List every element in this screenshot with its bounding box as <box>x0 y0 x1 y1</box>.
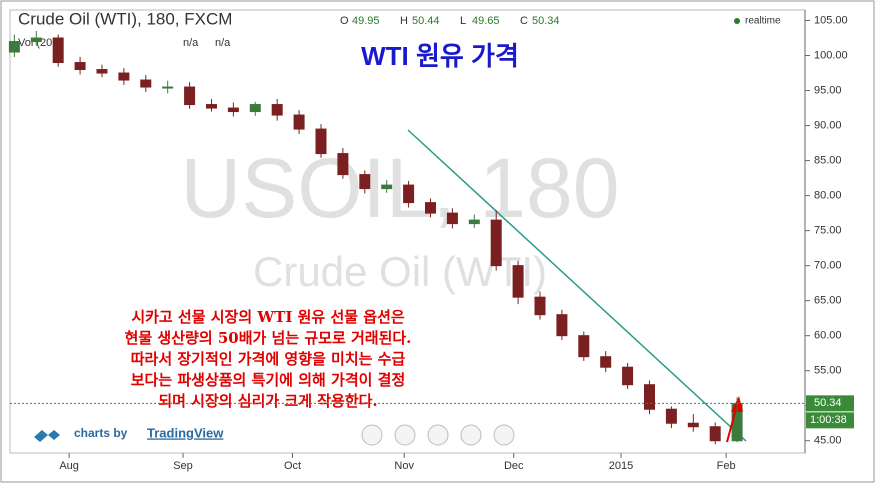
status-dot <box>734 18 740 24</box>
x-tick-label: Nov <box>394 460 414 472</box>
ohlc-key: H <box>400 15 408 27</box>
y-tick-label: 105.00 <box>814 14 848 26</box>
last-price-label: 50.34 <box>814 397 842 409</box>
y-tick-label: 70.00 <box>814 260 842 272</box>
countdown-box <box>806 412 854 429</box>
annotation-line: 따라서 장기적인 가격에 영향을 미치는 수급 <box>131 350 406 368</box>
volume-value: n/a <box>183 37 199 49</box>
annotation-line: 보다는 파생상품의 특기에 의해 가격이 결정 <box>131 371 406 389</box>
logo <box>34 430 60 442</box>
y-tick-label: 75.00 <box>814 225 842 237</box>
brand-link[interactable]: TradingView <box>147 425 224 440</box>
ohlc-key: C <box>520 15 528 27</box>
scroll-left[interactable] <box>361 424 383 446</box>
y-tick-label: 100.00 <box>814 49 848 61</box>
zoom-in[interactable] <box>460 424 482 446</box>
ohlc-key: O <box>340 15 349 27</box>
countdown: 1:00:38 <box>810 414 847 426</box>
ohlc-value: 49.95 <box>352 15 380 27</box>
y-tick-label: 60.00 <box>814 330 842 342</box>
x-tick-label: Aug <box>59 460 79 472</box>
y-tick-label: 55.00 <box>814 365 842 377</box>
volume-value: n/a <box>215 37 231 49</box>
x-tick-label: Dec <box>504 460 524 472</box>
status: realtime <box>745 16 781 27</box>
y-tick-label: 65.00 <box>814 295 842 307</box>
annotation-line: 현물 생산량의 50배가 넘는 규모로 거래된다. <box>125 329 412 347</box>
symbol: Crude Oil (WTI), 180, FXCM <box>18 9 232 28</box>
volume-label: Vol (20) <box>18 37 56 49</box>
zoom-controls <box>361 424 515 446</box>
brand-prefix: charts by <box>74 426 128 440</box>
ohlc-key: L <box>460 15 466 27</box>
y-tick-label: 95.00 <box>814 84 842 96</box>
y-tick-label: 80.00 <box>814 190 842 202</box>
ohlc-value: 50.34 <box>532 15 560 27</box>
chart-title: WTI 원유 가격 <box>361 41 519 71</box>
scroll-right[interactable] <box>493 424 515 446</box>
x-tick-label: Oct <box>284 460 301 472</box>
watermark-symbol: USOIL, 180 <box>181 141 620 235</box>
ohlc-value: 49.65 <box>472 15 500 27</box>
last-price-box <box>806 395 854 412</box>
x-tick-label: 2015 <box>609 460 633 472</box>
x-tick-label: Feb <box>717 460 736 472</box>
ohlc-value: 50.44 <box>412 15 440 27</box>
zoom-out[interactable] <box>394 424 416 446</box>
annotation-line: 시카고 선물 시장의 WTI 원유 선물 옵션은 <box>131 308 405 326</box>
watermark-name: Crude Oil (WTI) <box>253 248 547 295</box>
y-tick-label: 90.00 <box>814 119 842 131</box>
annotation-line: 되며 시장의 심리가 크게 작용한다. <box>158 392 377 410</box>
y-tick-label: 45.00 <box>814 435 842 447</box>
y-tick-label: 85.00 <box>814 154 842 166</box>
x-tick-label: Sep <box>173 460 193 472</box>
trend-line <box>407 129 747 442</box>
reset[interactable] <box>427 424 449 446</box>
